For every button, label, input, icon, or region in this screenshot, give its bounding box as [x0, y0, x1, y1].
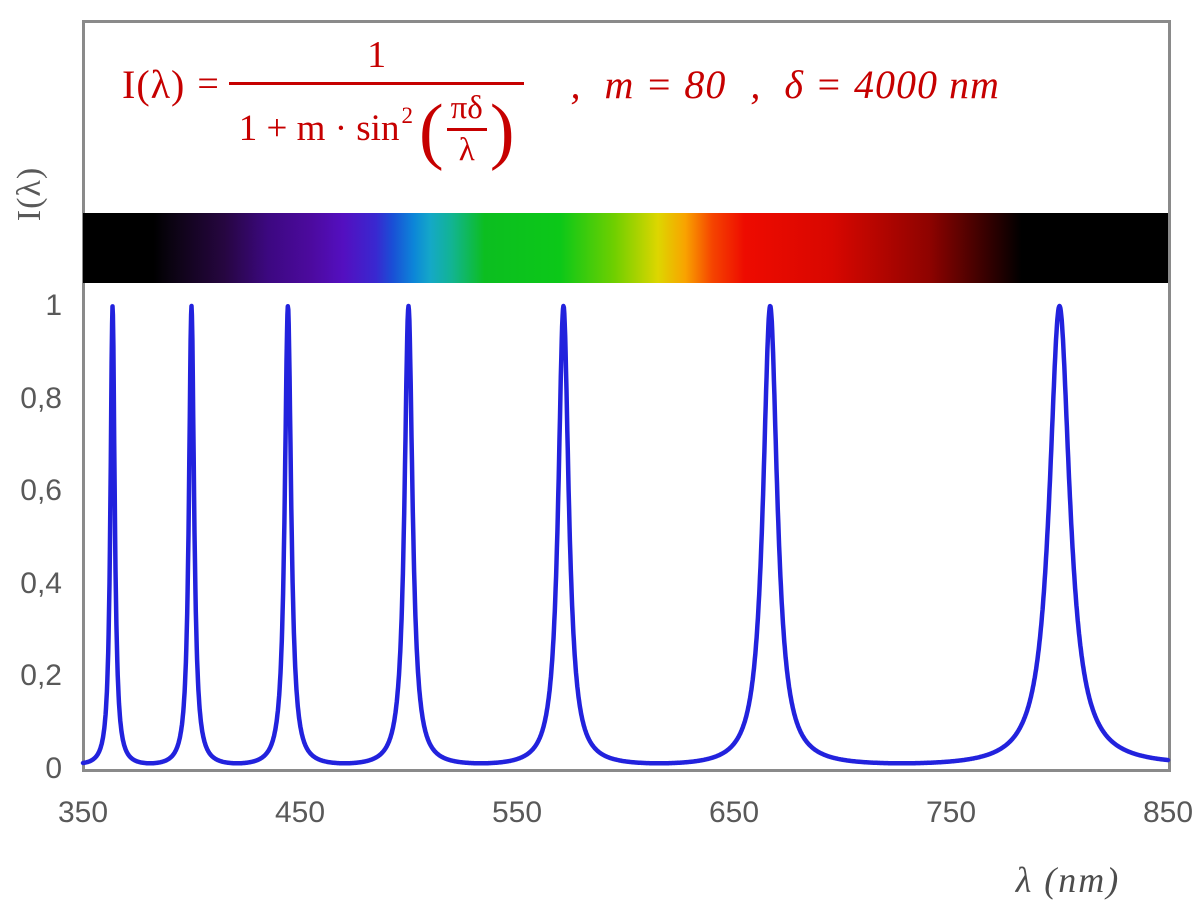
visible-spectrum-bar [83, 213, 1168, 283]
close-paren: ) [489, 89, 515, 172]
formula-comma-2: , [750, 61, 761, 107]
y-tick-label: 0 [45, 752, 62, 785]
open-paren: ( [418, 89, 444, 172]
formula-comma-1: , [570, 61, 581, 107]
inner-fraction: πδ λ [446, 89, 487, 168]
inner-fraction-bar [446, 127, 487, 131]
x-tick-label: 750 [925, 796, 977, 829]
formula-lhs: I(λ) [122, 61, 186, 107]
y-tick-label: 1 [45, 289, 62, 322]
y-tick-label: 0,6 [20, 474, 62, 508]
inner-fraction-numerator: πδ [450, 89, 483, 126]
y-tick-label: 0,4 [20, 566, 62, 600]
formula-param-m: m = 80 [604, 61, 727, 107]
fraction-bar [228, 81, 525, 85]
fraction-numerator: 1 [367, 34, 387, 77]
formula-fraction: 1 1 + m · sin 2 ( πδ λ ) [228, 34, 525, 168]
x-tick-label: 650 [708, 796, 760, 829]
sin-squared-exponent: 2 [401, 103, 413, 129]
denominator-prefix: 1 + m · sin [238, 107, 400, 149]
x-axis-title: λ (nm) [1015, 860, 1121, 900]
formula-equals-sign: = [197, 63, 219, 105]
y-tick-label: 0,8 [20, 381, 62, 415]
x-tick-label: 350 [57, 796, 109, 829]
x-tick-label: 550 [491, 796, 543, 829]
formula-param-delta: δ = 4000 nm [784, 61, 1000, 107]
y-axis-title: I(λ) [11, 166, 48, 222]
formula-annotation: I(λ) = 1 1 + m · sin 2 ( πδ λ ) , m = 80 … [122, 34, 1000, 168]
inner-fraction-denominator: λ [458, 131, 475, 168]
fraction-denominator: 1 + m · sin 2 ( πδ λ ) [233, 85, 521, 167]
x-tick-label: 450 [274, 796, 326, 829]
x-tick-label: 850 [1142, 796, 1194, 829]
y-tick-label: 0,2 [20, 659, 62, 693]
